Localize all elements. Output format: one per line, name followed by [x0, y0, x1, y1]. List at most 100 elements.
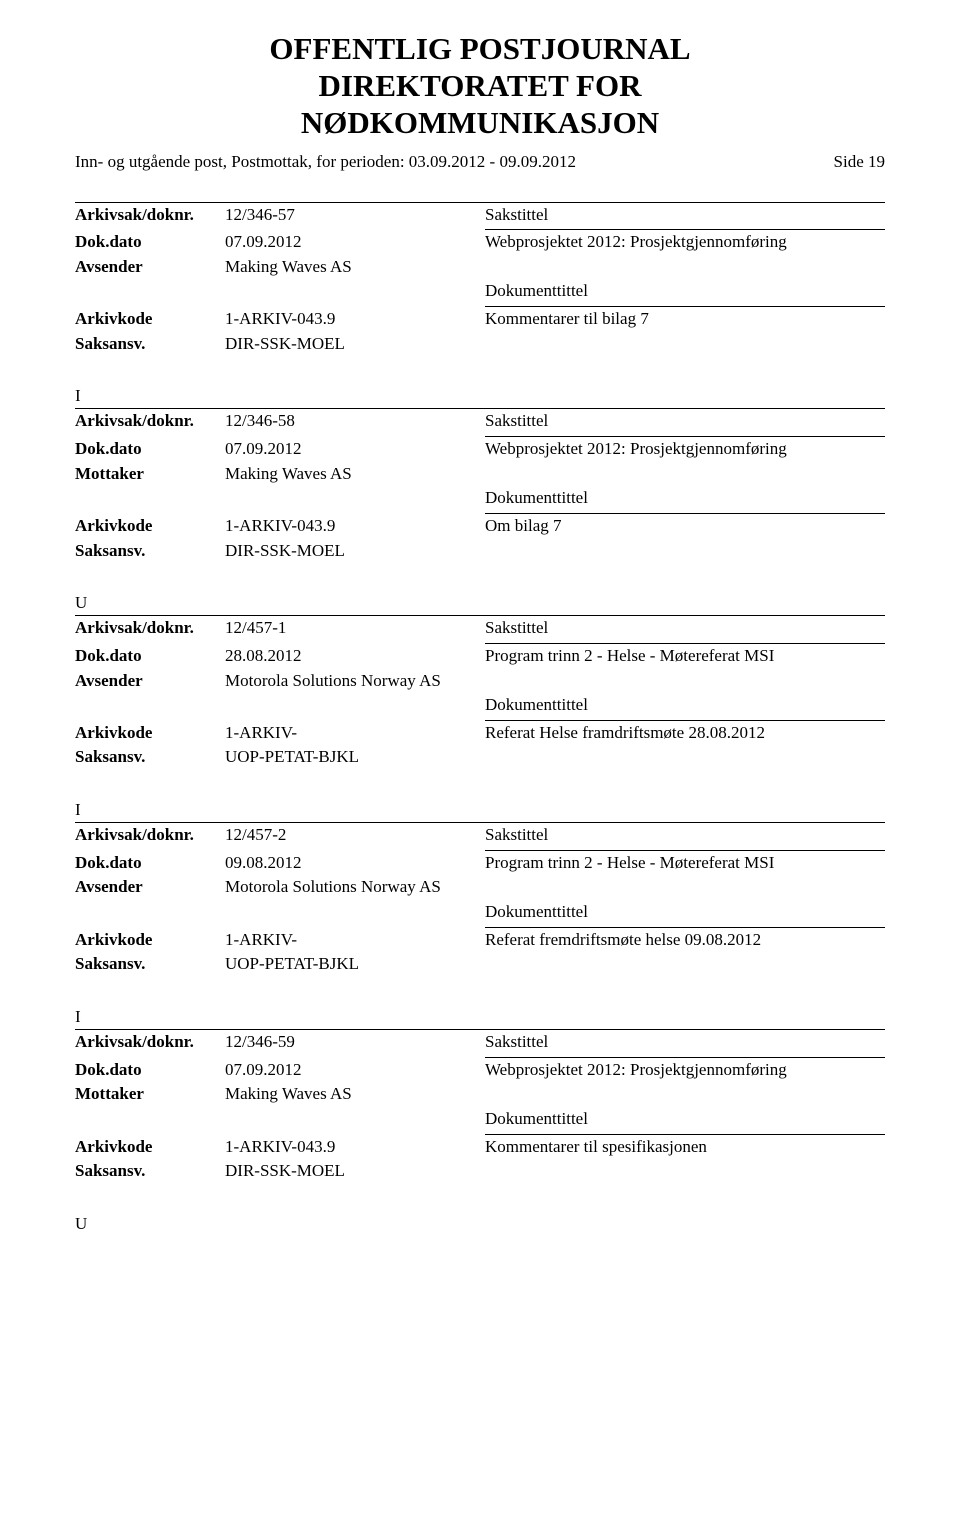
- entry-row: Dok.dato07.09.2012Webprosjektet 2012: Pr…: [75, 437, 885, 462]
- arkivsak-value: 12/346-59: [225, 1030, 485, 1055]
- entries-container: Arkivsak/doknr.12/346-57SakstittelDok.da…: [75, 202, 885, 1184]
- dokdato-value: 09.08.2012: [225, 851, 485, 876]
- entry-row: Saksansv.UOP-PETAT-BJKL: [75, 745, 885, 770]
- saksansv-label: Saksansv.: [75, 332, 225, 357]
- entry-type-indicator: I: [75, 800, 885, 820]
- entry-row: Arkivsak/doknr.12/346-59Sakstittel: [75, 1029, 885, 1055]
- arkivkode-value: 1-ARKIV-043.9: [225, 1135, 485, 1160]
- arkivkode-label: Arkivkode: [75, 928, 225, 953]
- empty-cell: [75, 486, 225, 511]
- entry-row: Dokumenttittel: [75, 900, 885, 925]
- entry-row: Saksansv.UOP-PETAT-BJKL: [75, 952, 885, 977]
- sakstittel-value: Webprosjektet 2012: Prosjektgjennomførin…: [485, 1058, 885, 1083]
- dokumenttittel-label: Dokumenttittel: [485, 1107, 885, 1132]
- empty-cell: [485, 539, 885, 564]
- entry-row: Arkivsak/doknr.12/457-1Sakstittel: [75, 615, 885, 641]
- dokumenttittel-value: Referat Helse framdriftsmøte 28.08.2012: [485, 721, 885, 746]
- dokumenttittel-label: Dokumenttittel: [485, 486, 885, 511]
- entry-row: Dokumenttittel: [75, 693, 885, 718]
- empty-cell: [485, 1159, 885, 1184]
- title-line-2: DIREKTORATET FOR: [319, 68, 642, 103]
- empty-cell: [75, 900, 225, 925]
- dokdato-value: 07.09.2012: [225, 1058, 485, 1083]
- arkivkode-label: Arkivkode: [75, 1135, 225, 1160]
- entry-type-indicator: I: [75, 386, 885, 406]
- saksansv-value: DIR-SSK-MOEL: [225, 1159, 485, 1184]
- entry-row: Arkivsak/doknr.12/346-57Sakstittel: [75, 202, 885, 228]
- entry-row: MottakerMaking Waves AS: [75, 1082, 885, 1107]
- empty-cell: [485, 462, 885, 487]
- dokdato-label: Dok.dato: [75, 1058, 225, 1083]
- period-text: Inn- og utgående post, Postmottak, for p…: [75, 152, 576, 172]
- arkivsak-value: 12/457-1: [225, 616, 485, 641]
- title-line-3: NØDKOMMUNIKASJON: [301, 105, 659, 140]
- dokdato-label: Dok.dato: [75, 851, 225, 876]
- arkivkode-value: 1-ARKIV-043.9: [225, 307, 485, 332]
- sakstittel-label: Sakstittel: [485, 1030, 885, 1055]
- empty-cell: [485, 669, 885, 694]
- entry-row: Dokumenttittel: [75, 486, 885, 511]
- empty-cell: [225, 900, 485, 925]
- sakstittel-value: Webprosjektet 2012: Prosjektgjennomførin…: [485, 437, 885, 462]
- arkivsak-label: Arkivsak/doknr.: [75, 823, 225, 848]
- sakstittel-value: Program trinn 2 - Helse - Møtereferat MS…: [485, 644, 885, 669]
- sakstittel-label: Sakstittel: [485, 409, 885, 434]
- dokdato-label: Dok.dato: [75, 230, 225, 255]
- arkivkode-label: Arkivkode: [75, 721, 225, 746]
- dokumenttittel-value: Kommentarer til bilag 7: [485, 307, 885, 332]
- empty-cell: [75, 279, 225, 304]
- party-label: Avsender: [75, 255, 225, 280]
- entry-row: Arkivkode1-ARKIV-043.9Om bilag 7: [75, 514, 885, 539]
- entry-row: AvsenderMotorola Solutions Norway AS: [75, 669, 885, 694]
- arkivsak-value: 12/457-2: [225, 823, 485, 848]
- entry-row: Dokumenttittel: [75, 279, 885, 304]
- arkivsak-value: 12/346-57: [225, 203, 485, 228]
- entry-row: Dokumenttittel: [75, 1107, 885, 1132]
- party-value: Motorola Solutions Norway AS: [225, 875, 485, 900]
- document-title: OFFENTLIG POSTJOURNAL DIREKTORATET FOR N…: [75, 30, 885, 142]
- empty-cell: [485, 745, 885, 770]
- saksansv-value: DIR-SSK-MOEL: [225, 539, 485, 564]
- party-label: Mottaker: [75, 1082, 225, 1107]
- party-value: Making Waves AS: [225, 1082, 485, 1107]
- title-line-1: OFFENTLIG POSTJOURNAL: [269, 31, 690, 66]
- empty-cell: [485, 332, 885, 357]
- entry-row: AvsenderMotorola Solutions Norway AS: [75, 875, 885, 900]
- entry-row: Arkivkode1-ARKIV-Referat fremdriftsmøte …: [75, 928, 885, 953]
- entry-row: Dok.dato07.09.2012Webprosjektet 2012: Pr…: [75, 1058, 885, 1083]
- party-value: Making Waves AS: [225, 462, 485, 487]
- empty-cell: [225, 693, 485, 718]
- dokdato-value: 07.09.2012: [225, 230, 485, 255]
- dokumenttittel-label: Dokumenttittel: [485, 279, 885, 304]
- party-value: Motorola Solutions Norway AS: [225, 669, 485, 694]
- arkivsak-label: Arkivsak/doknr.: [75, 616, 225, 641]
- arkivsak-label: Arkivsak/doknr.: [75, 1030, 225, 1055]
- saksansv-label: Saksansv.: [75, 539, 225, 564]
- empty-cell: [485, 255, 885, 280]
- dokumenttittel-label: Dokumenttittel: [485, 900, 885, 925]
- empty-cell: [225, 486, 485, 511]
- document-header: OFFENTLIG POSTJOURNAL DIREKTORATET FOR N…: [75, 30, 885, 142]
- dokumenttittel-label: Dokumenttittel: [485, 693, 885, 718]
- entry-row: MottakerMaking Waves AS: [75, 462, 885, 487]
- empty-cell: [225, 1107, 485, 1132]
- sakstittel-value: Program trinn 2 - Helse - Møtereferat MS…: [485, 851, 885, 876]
- arkivsak-value: 12/346-58: [225, 409, 485, 434]
- sakstittel-label: Sakstittel: [485, 823, 885, 848]
- dokumenttittel-value: Referat fremdriftsmøte helse 09.08.2012: [485, 928, 885, 953]
- arkivkode-value: 1-ARKIV-: [225, 928, 485, 953]
- arkivkode-value: 1-ARKIV-043.9: [225, 514, 485, 539]
- journal-entry: IArkivsak/doknr.12/346-59SakstittelDok.d…: [75, 1007, 885, 1184]
- saksansv-value: UOP-PETAT-BJKL: [225, 952, 485, 977]
- saksansv-value: DIR-SSK-MOEL: [225, 332, 485, 357]
- journal-entry: Arkivsak/doknr.12/346-57SakstittelDok.da…: [75, 202, 885, 357]
- dokdato-label: Dok.dato: [75, 644, 225, 669]
- entry-row: Saksansv.DIR-SSK-MOEL: [75, 1159, 885, 1184]
- party-label: Avsender: [75, 875, 225, 900]
- entry-row: Arkivkode1-ARKIV-Referat Helse framdrift…: [75, 721, 885, 746]
- journal-entry: IArkivsak/doknr.12/346-58SakstittelDok.d…: [75, 386, 885, 563]
- sakstittel-label: Sakstittel: [485, 616, 885, 641]
- entry-row: Arkivkode1-ARKIV-043.9Kommentarer til sp…: [75, 1135, 885, 1160]
- dokdato-label: Dok.dato: [75, 437, 225, 462]
- empty-cell: [485, 875, 885, 900]
